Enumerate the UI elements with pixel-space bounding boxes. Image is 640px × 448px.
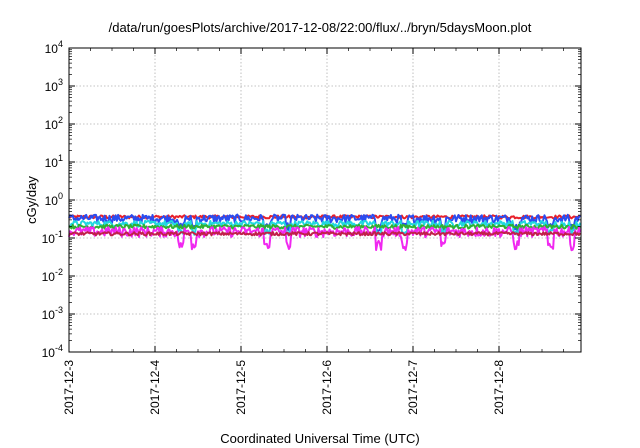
series-line [68,226,582,252]
x-axis-label: Coordinated Universal Time (UTC) [220,431,420,446]
x-ticks: 2017-12-3 2017-12-4 2017-12-5 2017-12-6 2017… [62,48,564,415]
series-line [68,231,581,237]
y-tick-label: 10-2 [42,267,63,284]
y-tick-label: 102 [45,115,63,132]
x-tick-label: 2017-12-7 [406,360,420,415]
y-ticks: 10-4 10-3 10-2 10-1 100 101 102 103 104 [42,39,581,360]
y-tick-label: 101 [45,153,63,170]
y-tick-label: 10-1 [42,229,63,246]
x-tick-label: 2017-12-3 [62,360,76,415]
series-group [68,213,582,252]
y-tick-label: 10-4 [42,343,63,360]
x-tick-label: 2017-12-5 [234,360,248,415]
y-tick-label: 100 [45,191,63,208]
grid-lines [69,48,581,352]
x-tick-label: 2017-12-6 [320,360,334,415]
x-tick-label: 2017-12-8 [492,360,506,415]
y-tick-label: 10-3 [42,305,63,322]
y-tick-label: 104 [45,39,63,56]
x-tick-label: 2017-12-4 [148,360,162,415]
chart-title: /data/run/goesPlots/archive/2017-12-08/2… [108,20,532,35]
series-line [68,219,582,236]
y-tick-label: 103 [45,77,63,94]
series-line [68,223,581,230]
